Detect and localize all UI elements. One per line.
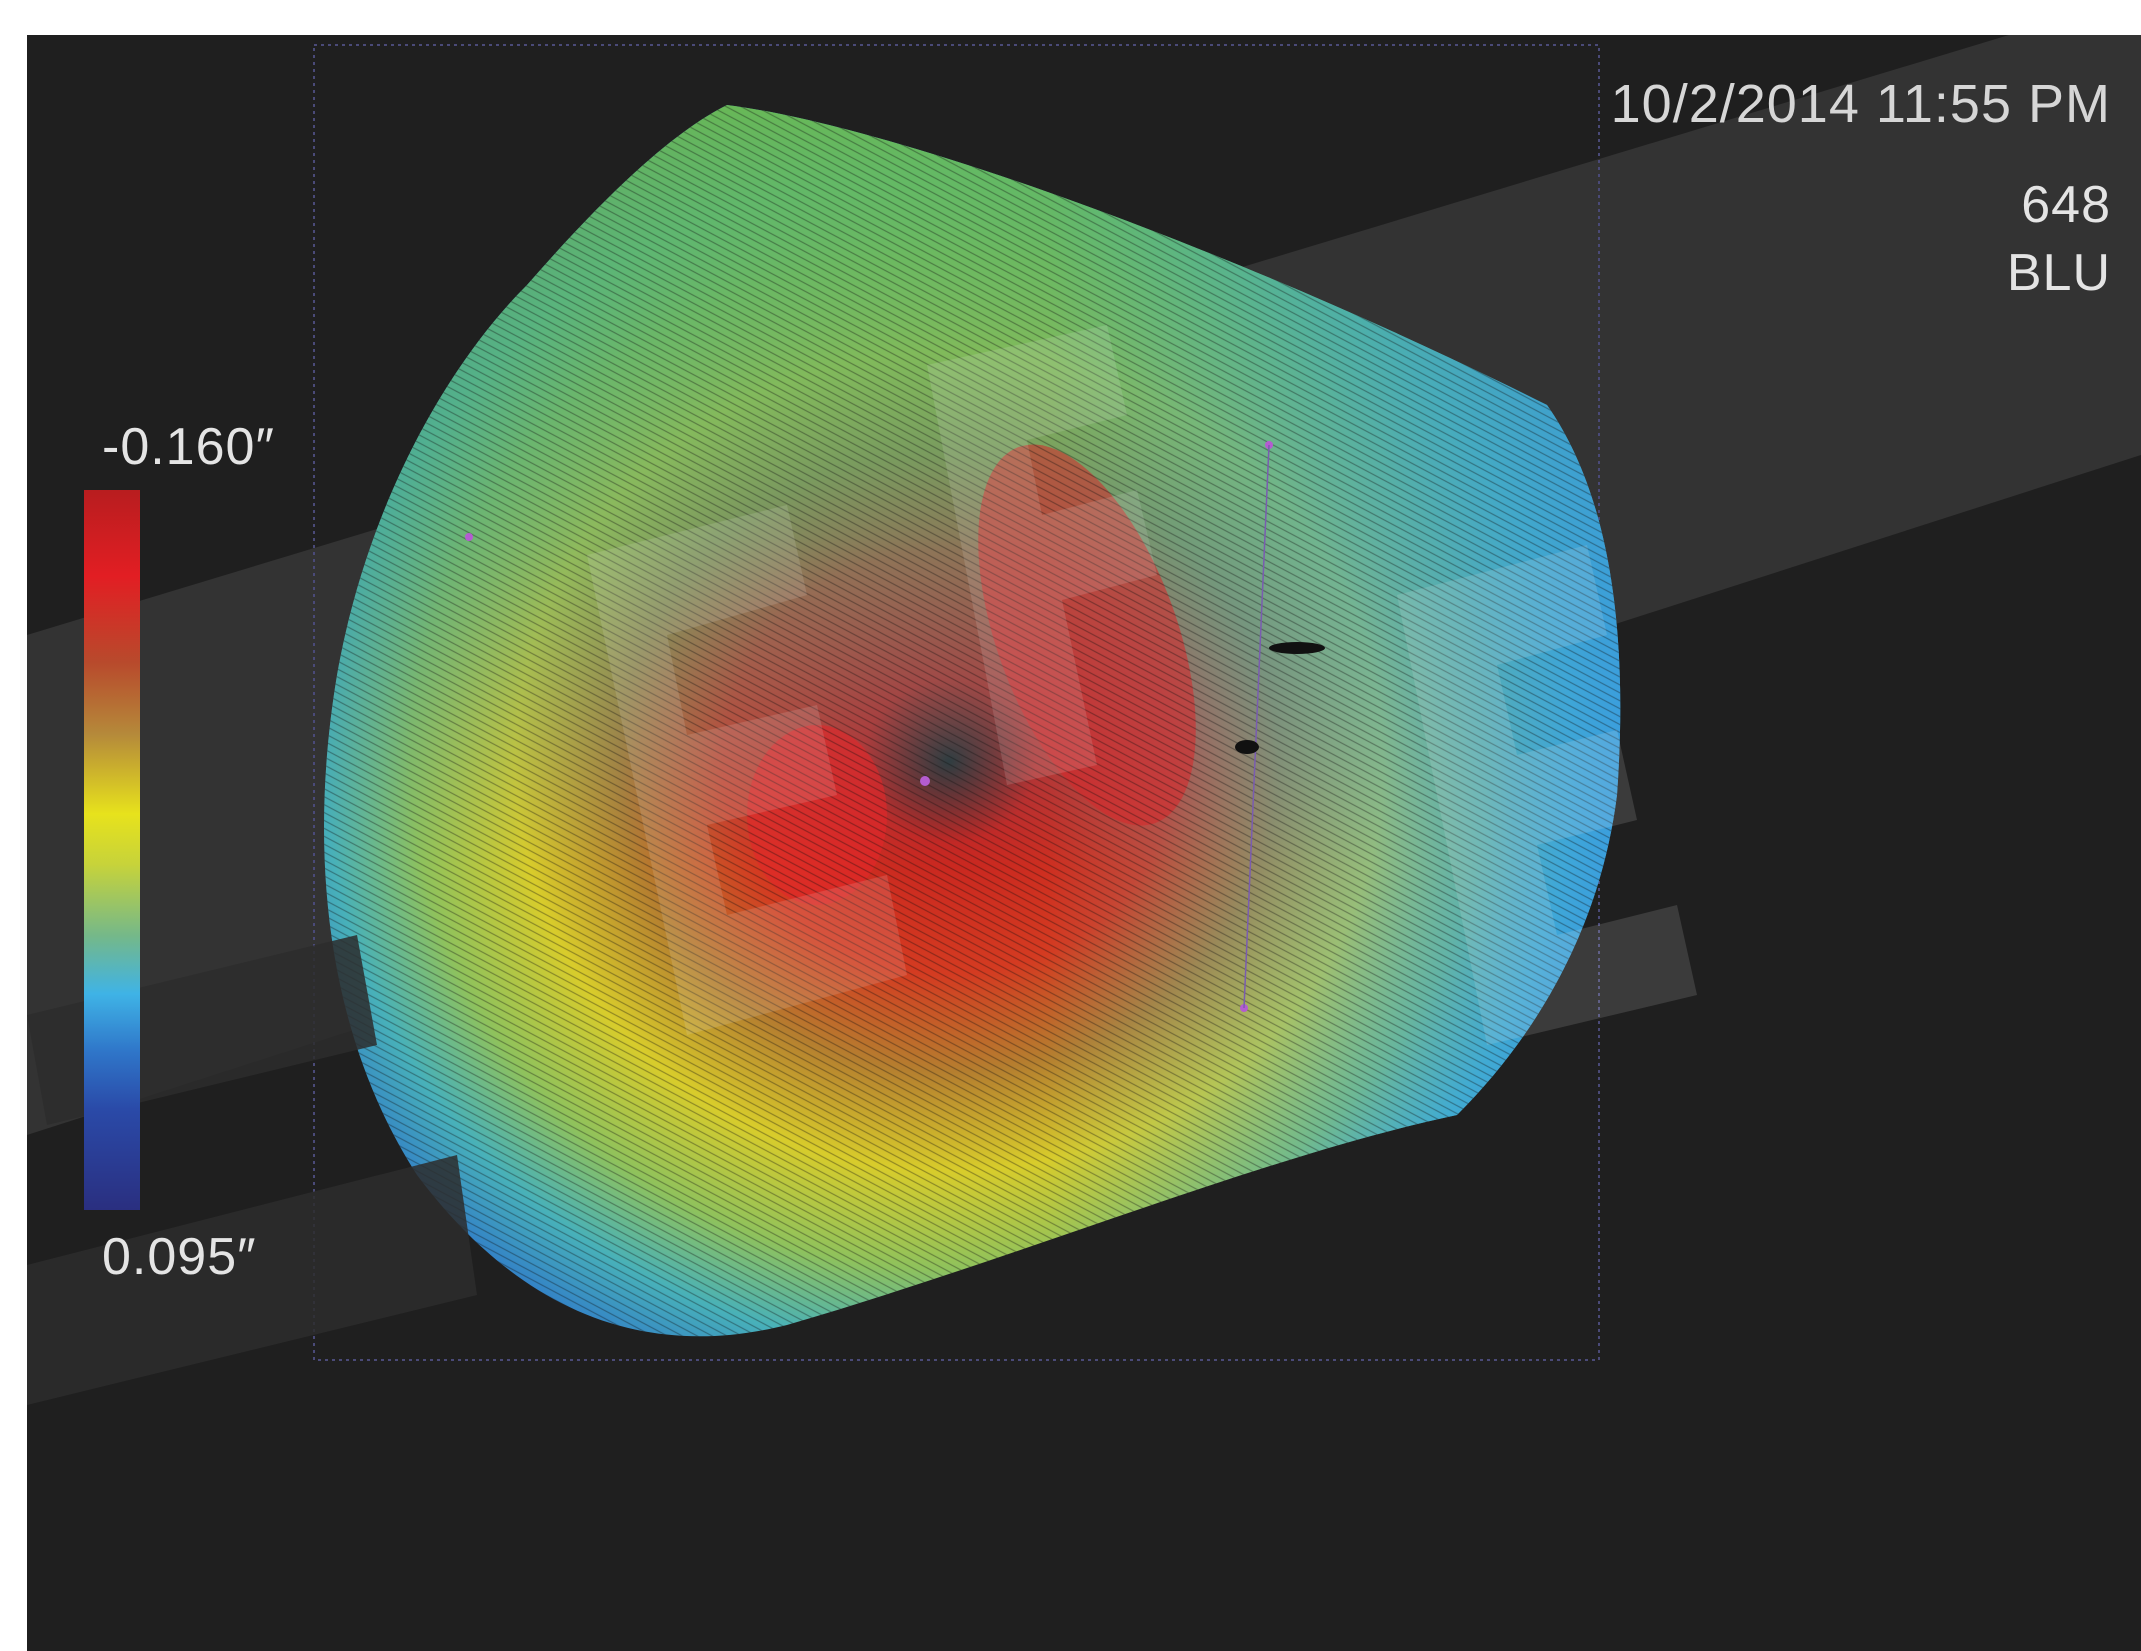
scan-bounding-box — [313, 44, 1600, 1361]
scan-label: BLU — [2006, 244, 2111, 302]
legend-min-label: 0.095″ — [102, 1228, 257, 1286]
legend-max-label: -0.160″ — [102, 418, 275, 476]
scan-id: 648 — [2021, 176, 2111, 234]
deviation-colorbar — [84, 490, 140, 1210]
probe-markers — [465, 441, 1325, 1012]
scan-viewer-screen: 10/2/2014 11:55 PM 648 BLU -0.160″ 0.095… — [27, 35, 2141, 1651]
deviation-heatmap-viewport[interactable] — [27, 35, 2141, 1651]
scan-datetime: 10/2/2014 11:55 PM — [1610, 74, 2111, 134]
watermark-letters — [587, 325, 1697, 1045]
